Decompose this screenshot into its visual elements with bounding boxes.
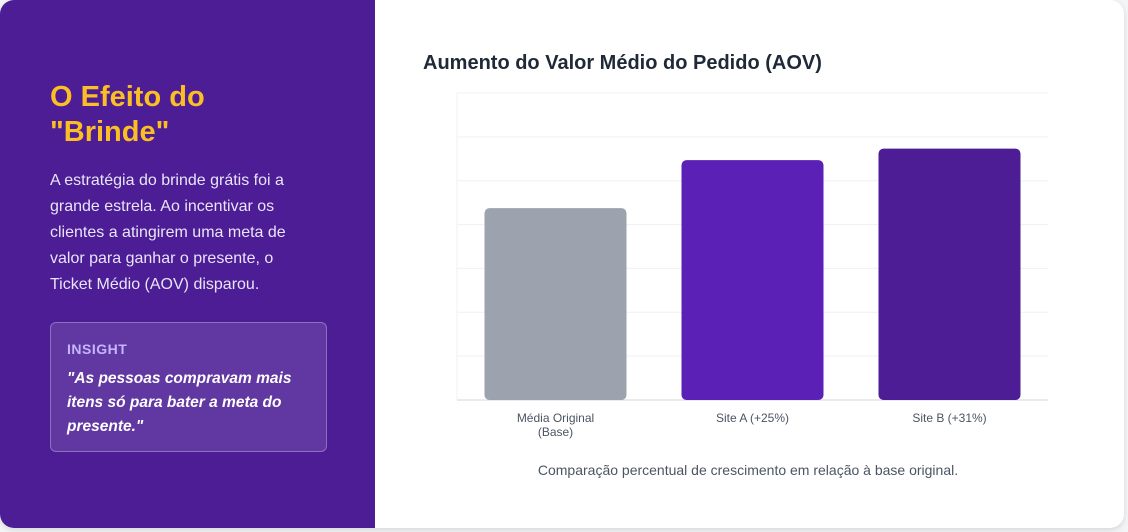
- chart-caption: Comparação percentual de crescimento em …: [537, 462, 959, 478]
- bar-chart: Média Original(Base) Site A (+25%) Site B …: [456, 92, 1048, 439]
- x-tick-label: Site A (+25%): [716, 411, 789, 425]
- bar: [484, 208, 627, 400]
- x-tick-label: (Base): [538, 425, 573, 439]
- chart-title: Aumento do Valor Médio do Pedido (AOV): [423, 52, 822, 74]
- sidebar-title: O Efeito do "Brinde": [50, 81, 205, 148]
- sidebar-description: A estratégia do brinde grátis foi a gran…: [50, 172, 286, 293]
- bar: [681, 160, 824, 400]
- x-tick-label: Média Original: [517, 411, 594, 425]
- insight-box: INSIGHT "As pessoas compravam mais itens…: [50, 322, 327, 452]
- bar: [878, 148, 1021, 400]
- x-tick-label: Site B (+31%): [912, 411, 986, 425]
- chart-panel: Aumento do Valor Médio do Pedido (AOV) M…: [375, 0, 1124, 528]
- insight-label: INSIGHT: [67, 341, 128, 357]
- insight-quote: "As pessoas compravam mais itens só para…: [67, 370, 292, 435]
- sidebar-panel: O Efeito do "Brinde" A estratégia do bri…: [0, 0, 375, 528]
